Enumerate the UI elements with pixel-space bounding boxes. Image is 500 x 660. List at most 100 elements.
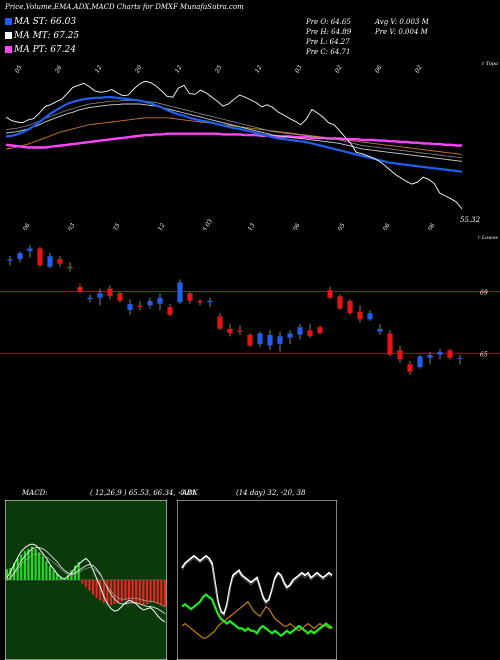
- candle-body: [357, 311, 363, 320]
- price-line: [5, 80, 463, 210]
- adx-plus-di-line: [181, 593, 333, 638]
- candle-body: [217, 316, 223, 329]
- top-date-label: 12: [94, 64, 104, 74]
- candle-body: [307, 330, 313, 337]
- macd-hist-bar: [163, 580, 166, 607]
- candle-body: [227, 328, 233, 334]
- bottom-date-label: 03: [67, 222, 77, 230]
- legend-ma-pt: MA PT: 67.24: [5, 45, 76, 55]
- ma-pt-line: [5, 132, 462, 149]
- candle-body: [317, 326, 323, 334]
- top-date-label: 12: [254, 64, 264, 74]
- macd-hist-bar: [109, 580, 113, 606]
- corner-label: r Topa: [482, 61, 498, 67]
- macd-hist-bar: [66, 575, 70, 580]
- macd-title: MACD:: [22, 489, 48, 497]
- macd-hist-bar: [88, 580, 91, 591]
- bottom-date-label: 06: [22, 222, 32, 230]
- last-price-label: 55.32: [460, 216, 481, 224]
- macd-signal-line: [6, 547, 166, 614]
- top-date-label: 25: [213, 64, 223, 75]
- macd-hist-bar: [45, 560, 48, 580]
- ma-mt-upper-line: [5, 100, 463, 159]
- legend-ma-st: MA ST: 66.03: [5, 17, 76, 27]
- candle-body: [407, 363, 413, 372]
- candle-body: [277, 336, 283, 345]
- stat-pre-volume: Pre V: 0.004 M: [375, 28, 428, 36]
- legend-ma-st-label: MA ST: 66.03: [14, 17, 77, 27]
- bottom-date-label: 06: [427, 222, 437, 230]
- candle-body: [157, 297, 163, 305]
- candle-body: [347, 300, 353, 314]
- candle-body: [297, 326, 303, 335]
- macd-hist-bar: [81, 580, 84, 584]
- bottom-date-label: 06: [382, 222, 392, 230]
- stat-high: Pre H: 64.89: [306, 28, 352, 36]
- candle-body: [437, 351, 443, 355]
- macd-params: ( 12,26,9 ) 65.53, 66.34, -0.81: [90, 489, 196, 497]
- candle-body: [27, 248, 33, 252]
- macd-hist-bar: [99, 580, 102, 601]
- macd-hist-bar: [142, 580, 145, 606]
- macd-hist-bar: [153, 580, 156, 603]
- candle-body: [167, 306, 173, 315]
- macd-hist-bar: [30, 546, 34, 580]
- macd-hist-bar: [106, 580, 109, 604]
- candle-body: [127, 303, 133, 311]
- stat-low: Pre L: 64.27: [306, 38, 350, 46]
- macd-hist-bar: [127, 580, 131, 601]
- candle-body: [257, 333, 263, 345]
- macd-hist-bar: [84, 580, 87, 588]
- adx-params: (14 day) 32, -20, 38: [236, 489, 306, 497]
- macd-hist-bar: [48, 565, 52, 580]
- candle-body: [387, 333, 393, 355]
- macd-hist-bar: [102, 580, 105, 603]
- legend-ma-mt-label: MA MT: 67.25: [14, 31, 80, 41]
- bottom-date-label: 05: [337, 222, 347, 230]
- legend-swatch-st: [5, 18, 12, 25]
- legend-swatch-mt: [5, 32, 12, 39]
- candle-body: [37, 248, 43, 266]
- candle-body: [107, 288, 113, 297]
- macd-hist-bar: [23, 551, 26, 580]
- candle-body: [247, 334, 253, 346]
- macd-chart: [5, 500, 167, 660]
- macd-hist-bar: [145, 580, 149, 604]
- top-date-label: 03: [294, 64, 304, 74]
- level-label: 65: [480, 351, 488, 358]
- candle-body: [207, 300, 213, 303]
- macd-hist-bar: [12, 563, 16, 580]
- candle-body: [337, 296, 343, 309]
- macd-hist-bar: [63, 578, 66, 580]
- candle-body: [177, 282, 183, 303]
- candle-body: [187, 292, 193, 301]
- macd-hist-bar: [117, 580, 120, 603]
- macd-hist-bar: [124, 580, 127, 601]
- adx-shadow-line: [181, 557, 333, 617]
- candle-body: [427, 354, 433, 359]
- macd-hist-bar: [9, 568, 12, 580]
- top-date-label: 20: [133, 64, 143, 75]
- candle-body: [87, 297, 93, 300]
- candle-body: [57, 259, 63, 264]
- macd-hist-bar: [156, 580, 159, 604]
- macd-hist-bar: [52, 570, 55, 580]
- adx-line: [181, 554, 333, 616]
- macd-hist-bar: [138, 580, 141, 604]
- stat-avg-volume: Avg V: 0.003 M: [375, 18, 429, 26]
- macd-hist-bar: [38, 552, 41, 580]
- macd-hist-bar: [5, 569, 8, 580]
- macd-hist-bar: [149, 580, 152, 603]
- candle-body: [197, 300, 203, 303]
- candle-body: [47, 255, 53, 268]
- macd-hist-bar: [135, 580, 138, 603]
- candle-body: [377, 328, 383, 332]
- stat-open: Pre O: 64.65: [306, 18, 351, 26]
- candle-body: [287, 333, 293, 339]
- macd-hist-bar: [77, 562, 80, 580]
- candlestick-chart: r Lowes 69 65: [0, 235, 500, 375]
- ma-mt-line: [5, 103, 463, 162]
- top-date-label: 02: [414, 64, 424, 74]
- candle-body: [77, 286, 83, 292]
- candle-body: [147, 300, 153, 306]
